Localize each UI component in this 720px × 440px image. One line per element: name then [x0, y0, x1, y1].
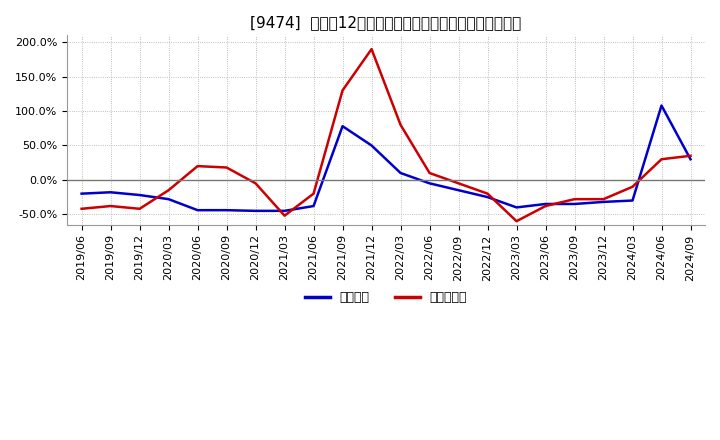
- 経常利益: [280, 208, 289, 213]
- 当期純利益: [396, 122, 405, 128]
- 経常利益: [570, 202, 579, 207]
- 当期純利益: [628, 184, 636, 189]
- 当期純利益: [657, 157, 666, 162]
- 当期純利益: [686, 153, 695, 158]
- 経常利益: [426, 181, 434, 186]
- 経常利益: [251, 208, 260, 213]
- 当期純利益: [164, 187, 173, 193]
- Line: 経常利益: 経常利益: [81, 106, 690, 211]
- 経常利益: [396, 170, 405, 176]
- 当期純利益: [541, 203, 550, 209]
- 当期純利益: [222, 165, 231, 170]
- 経常利益: [628, 198, 636, 203]
- 当期純利益: [309, 191, 318, 196]
- 当期純利益: [367, 47, 376, 52]
- 当期純利益: [280, 213, 289, 218]
- 経常利益: [541, 202, 550, 207]
- 当期純利益: [454, 181, 463, 186]
- 当期純利益: [338, 88, 347, 93]
- 経常利益: [454, 187, 463, 193]
- 当期純利益: [251, 181, 260, 186]
- 経常利益: [686, 157, 695, 162]
- 経常利益: [309, 203, 318, 209]
- 当期純利益: [135, 206, 144, 212]
- 経常利益: [512, 205, 521, 210]
- Legend: 経常利益, 当期純利益: 経常利益, 当期純利益: [300, 286, 472, 309]
- 経常利益: [135, 192, 144, 198]
- 当期純利益: [599, 197, 608, 202]
- 経常利益: [367, 143, 376, 148]
- 当期純利益: [77, 206, 86, 212]
- 経常利益: [599, 199, 608, 205]
- Title: [9474]  利益の12か月移動合計の対前年同期増減率の推移: [9474] 利益の12か月移動合計の対前年同期増減率の推移: [251, 15, 522, 30]
- 当期純利益: [483, 191, 492, 196]
- 経常利益: [338, 124, 347, 129]
- 経常利益: [77, 191, 86, 196]
- 経常利益: [164, 197, 173, 202]
- 当期純利益: [570, 197, 579, 202]
- 当期純利益: [512, 219, 521, 224]
- 経常利益: [222, 208, 231, 213]
- 当期純利益: [107, 203, 115, 209]
- Line: 当期純利益: 当期純利益: [81, 49, 690, 221]
- 当期純利益: [193, 164, 202, 169]
- 当期純利益: [426, 170, 434, 176]
- 経常利益: [107, 190, 115, 195]
- 経常利益: [193, 208, 202, 213]
- 経常利益: [483, 194, 492, 200]
- 経常利益: [657, 103, 666, 108]
